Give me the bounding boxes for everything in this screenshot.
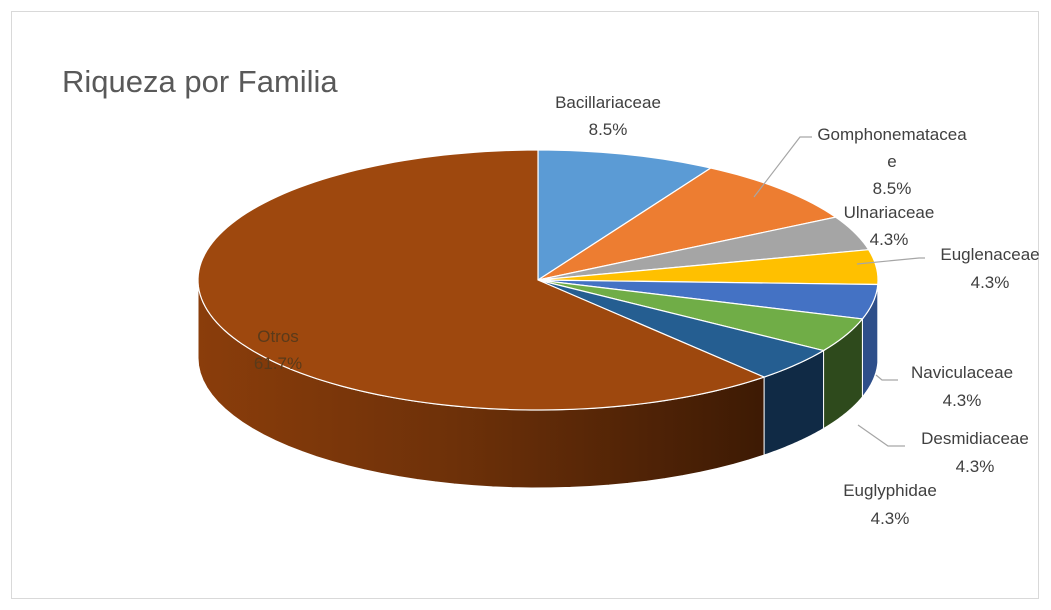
pie-slice-otros	[197, 149, 766, 411]
slice-label-bacillariaceae-label-pct: 8.5%	[589, 120, 628, 139]
slice-label-euglenaceae-label-pct: 4.3%	[971, 273, 1010, 292]
slice-label-ulnariaceae-label-pct: 4.3%	[870, 230, 909, 249]
slice-label-gomphonematacea-e-label-name-2: e	[887, 152, 896, 171]
slice-labels: Bacillariaceae 8.5% Gomphonematacea e 8.5% Ul…	[254, 93, 1040, 528]
pie-slice-ulnariaceae	[537, 216, 870, 281]
slice-label-gomphonematacea-e-label-name-1: Gomphonematacea	[817, 125, 967, 144]
slice-label-naviculaceae-label-pct: 4.3%	[943, 391, 982, 410]
pie-slice-desmidiaceae	[537, 279, 864, 352]
slice-label-desmidiaceae-label-name: Desmidiaceae	[921, 429, 1029, 448]
leader-line-desmidiaceae	[857, 424, 905, 447]
pie-slice-euglenaceae	[537, 249, 879, 286]
leader-lines	[753, 136, 925, 447]
slice-label-euglyphidae-label-name: Euglyphidae	[843, 481, 937, 500]
slice-label-euglenaceae-label-name: Euglenaceae	[940, 245, 1039, 264]
slice-label-euglyphidae-label-pct: 4.3%	[871, 509, 910, 528]
chart-title: Riqueza por Familia	[62, 64, 338, 99]
slice-label-gomphonematacea-e-label-pct: 8.5%	[873, 179, 912, 198]
leader-line-gomphonematacea-e	[753, 136, 812, 198]
pie-tops	[197, 149, 879, 411]
pie-sides	[197, 279, 879, 489]
slice-label-otros-label-pct: 61.7%	[254, 354, 302, 373]
slice-label-otros-label-name: Otros	[257, 327, 299, 346]
leader-line-naviculaceae	[875, 374, 898, 381]
slice-label-naviculaceae-label-name: Naviculaceae	[911, 363, 1013, 382]
pie-slice-euglyphidae	[537, 279, 826, 378]
leader-line-euglenaceae	[856, 257, 925, 265]
pie-slice-gomphonematacea-e	[537, 167, 838, 281]
slice-label-bacillariaceae-label-name: Bacillariaceae	[555, 93, 661, 112]
pie-slice-bacillariaceae	[537, 149, 713, 282]
slice-label-desmidiaceae-label-pct: 4.3%	[956, 457, 995, 476]
slice-label-ulnariaceae-label-name: Ulnariaceae	[844, 203, 935, 222]
